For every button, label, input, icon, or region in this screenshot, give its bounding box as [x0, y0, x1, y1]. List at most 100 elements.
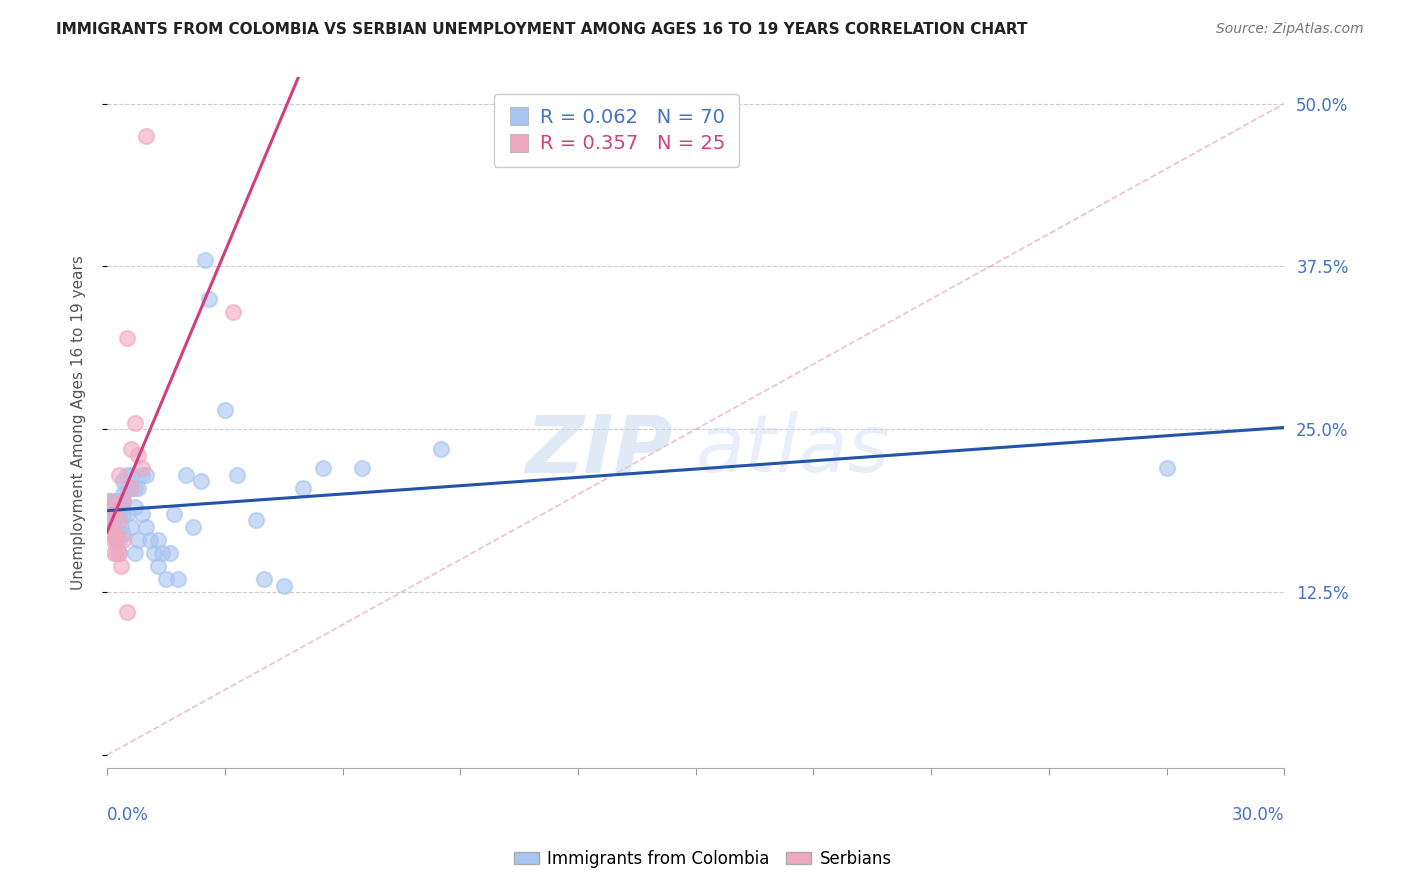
Point: [105, 507, 128, 521]
Point: [225, 467, 247, 482]
Point: [111, 487, 134, 501]
Point: [115, 467, 138, 482]
Point: [312, 461, 335, 475]
Text: atlas: atlas: [696, 411, 890, 490]
Point: [104, 494, 127, 508]
Point: [120, 442, 142, 456]
Point: [104, 526, 127, 541]
Point: [198, 292, 221, 306]
Point: [104, 507, 127, 521]
Point: [108, 500, 131, 515]
Point: [115, 331, 138, 345]
Point: [292, 481, 315, 495]
Point: [120, 481, 142, 495]
Point: [110, 520, 132, 534]
Point: [115, 605, 138, 619]
Point: [108, 546, 131, 560]
Point: [190, 475, 212, 489]
Point: [104, 546, 127, 560]
Point: [159, 546, 181, 560]
Point: [104, 507, 127, 521]
Point: [183, 520, 205, 534]
Point: [101, 494, 124, 508]
Point: [1156, 461, 1178, 475]
Point: [104, 500, 127, 515]
Text: IMMIGRANTS FROM COLOMBIA VS SERBIAN UNEMPLOYMENT AMONG AGES 16 TO 19 YEARS CORRE: IMMIGRANTS FROM COLOMBIA VS SERBIAN UNEM…: [56, 22, 1028, 37]
Point: [146, 559, 169, 574]
Point: [111, 526, 134, 541]
Point: [104, 500, 127, 515]
Point: [103, 520, 125, 534]
Point: [98, 494, 121, 508]
Point: [108, 467, 131, 482]
Point: [100, 500, 122, 515]
Point: [214, 402, 236, 417]
Point: [108, 546, 131, 560]
Point: [108, 494, 131, 508]
Point: [101, 526, 124, 541]
Legend: Immigrants from Colombia, Serbians: Immigrants from Colombia, Serbians: [508, 844, 898, 875]
Text: ZIP: ZIP: [524, 411, 672, 490]
Legend: R = 0.062   N = 70, R = 0.357   N = 25: R = 0.062 N = 70, R = 0.357 N = 25: [494, 94, 740, 167]
Point: [115, 481, 138, 495]
Point: [101, 507, 124, 521]
Point: [124, 500, 146, 515]
Point: [124, 546, 146, 560]
Point: [139, 533, 162, 547]
Point: [105, 494, 128, 508]
Point: [120, 520, 142, 534]
Point: [101, 533, 124, 547]
Point: [98, 500, 121, 515]
Point: [110, 500, 132, 515]
Point: [273, 579, 295, 593]
Point: [104, 526, 127, 541]
Point: [135, 467, 157, 482]
Point: [194, 252, 217, 267]
Point: [127, 533, 149, 547]
Text: 30.0%: 30.0%: [1232, 805, 1285, 823]
Point: [131, 461, 153, 475]
Point: [111, 494, 134, 508]
Point: [143, 546, 166, 560]
Point: [174, 467, 197, 482]
Point: [104, 513, 127, 527]
Point: [108, 533, 131, 547]
Point: [120, 481, 142, 495]
Point: [120, 467, 142, 482]
Text: 0.0%: 0.0%: [107, 805, 149, 823]
Point: [101, 500, 124, 515]
Point: [108, 507, 131, 521]
Point: [100, 520, 122, 534]
Point: [101, 513, 124, 527]
Point: [150, 546, 173, 560]
Point: [131, 507, 153, 521]
Point: [111, 507, 134, 521]
Point: [155, 572, 177, 586]
Point: [100, 507, 122, 521]
Point: [105, 526, 128, 541]
Point: [104, 533, 127, 547]
Text: Source: ZipAtlas.com: Source: ZipAtlas.com: [1216, 22, 1364, 37]
Point: [111, 494, 134, 508]
Point: [352, 461, 374, 475]
Point: [103, 546, 125, 560]
Point: [146, 533, 169, 547]
Y-axis label: Unemployment Among Ages 16 to 19 years: Unemployment Among Ages 16 to 19 years: [72, 255, 86, 591]
Point: [245, 513, 267, 527]
Point: [98, 494, 121, 508]
Point: [111, 533, 134, 547]
Point: [124, 416, 146, 430]
Point: [127, 448, 149, 462]
Point: [127, 481, 149, 495]
Point: [124, 481, 146, 495]
Point: [108, 513, 131, 527]
Point: [429, 442, 451, 456]
Point: [221, 305, 243, 319]
Point: [166, 572, 188, 586]
Point: [101, 520, 124, 534]
Point: [135, 129, 157, 144]
Point: [104, 533, 127, 547]
Point: [111, 475, 134, 489]
Point: [110, 559, 132, 574]
Point: [135, 520, 157, 534]
